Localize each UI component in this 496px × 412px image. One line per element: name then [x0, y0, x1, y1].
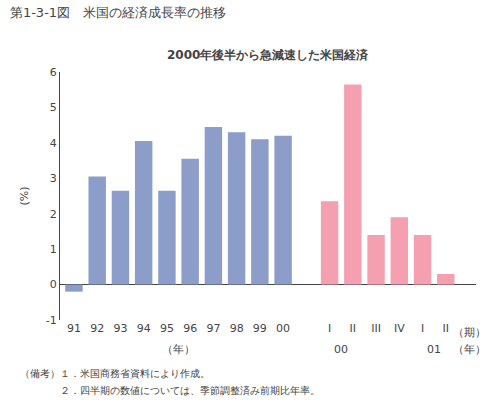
svg-text:II: II	[443, 322, 450, 335]
svg-text:（期）: （期）	[453, 326, 486, 339]
svg-text:98: 98	[230, 322, 244, 335]
svg-text:２．四半期の数値については、季節調整済み前期比年率。: ２．四半期の数値については、季節調整済み前期比年率。	[20, 385, 320, 396]
svg-text:5: 5	[50, 101, 57, 114]
svg-text:01: 01	[427, 343, 441, 356]
svg-text:96: 96	[183, 322, 197, 335]
svg-text:0: 0	[50, 278, 57, 291]
svg-text:95: 95	[160, 322, 174, 335]
svg-text:91: 91	[67, 322, 81, 335]
svg-text:1: 1	[50, 243, 57, 256]
svg-text:93: 93	[113, 322, 127, 335]
svg-text:00: 00	[334, 343, 348, 356]
svg-text:(%): (%)	[18, 186, 31, 205]
svg-text:00: 00	[276, 322, 290, 335]
svg-text:99: 99	[253, 322, 267, 335]
svg-text:I: I	[421, 322, 424, 335]
svg-text:（備考）１．米国商務省資料により作成。: （備考）１．米国商務省資料により作成。	[20, 368, 210, 379]
svg-text:6: 6	[50, 66, 57, 79]
svg-text:97: 97	[206, 322, 220, 335]
svg-text:III: III	[371, 322, 381, 335]
svg-text:2: 2	[50, 208, 57, 221]
svg-text:-1: -1	[46, 314, 57, 327]
svg-text:3: 3	[50, 172, 57, 185]
svg-text:2000年後半から急減速した米国経済: 2000年後半から急減速した米国経済	[167, 48, 369, 62]
svg-text:I: I	[328, 322, 331, 335]
svg-text:（年）: （年）	[162, 343, 195, 356]
svg-text:94: 94	[137, 322, 151, 335]
svg-text:II: II	[350, 322, 357, 335]
svg-text:4: 4	[50, 137, 57, 150]
svg-text:第1-3-1図 米国の経済成長率の推移: 第1-3-1図 米国の経済成長率の推移	[10, 5, 226, 20]
svg-text:92: 92	[90, 322, 104, 335]
svg-text:（年）: （年）	[453, 343, 486, 356]
svg-text:IV: IV	[394, 322, 405, 335]
